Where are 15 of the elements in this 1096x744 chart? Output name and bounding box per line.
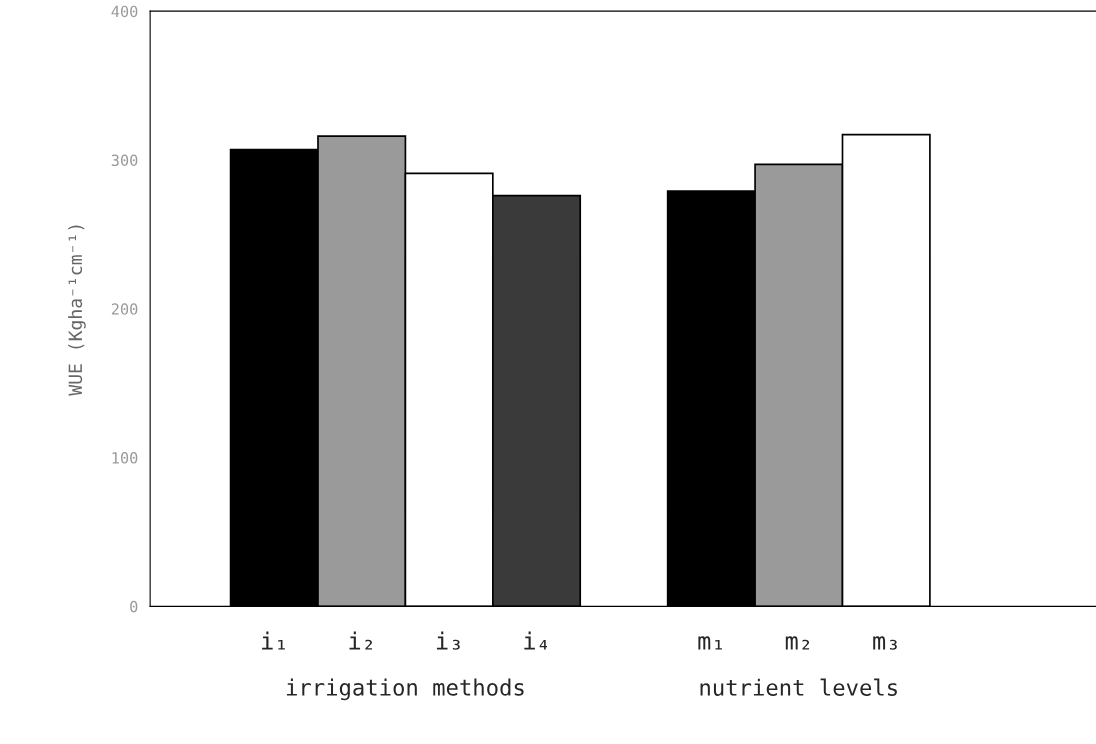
y-tick-label: 100: [112, 452, 138, 464]
y-axis-title: WUE (Kgha⁻¹cm⁻¹): [68, 225, 86, 396]
y-tick-label: 200: [111, 303, 138, 315]
x-tick-label: i₁: [262, 631, 285, 650]
x-tick-label: m₂: [785, 636, 810, 650]
y-tick-label: 0: [130, 600, 138, 613]
x-tick-label: i₂: [349, 631, 372, 650]
text: nutrient levels: [700, 678, 897, 696]
y-tick-label: 400: [111, 5, 138, 18]
x-tick-label: i₄: [524, 631, 548, 650]
x-tick-label: m₃: [873, 636, 897, 650]
x-tick-label: m₁: [698, 636, 722, 650]
y-tick-label: 300: [111, 154, 138, 167]
x-tick-label: i₃: [436, 631, 460, 650]
text: irrigation methods: [286, 678, 524, 701]
